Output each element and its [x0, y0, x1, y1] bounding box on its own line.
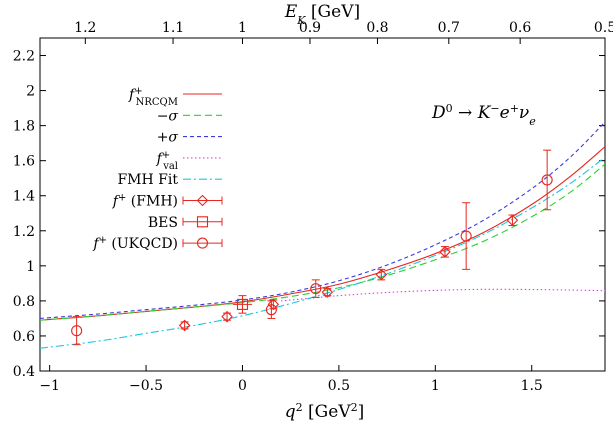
legend-sample-marker — [196, 194, 209, 207]
legend-label: +σ — [157, 130, 179, 146]
x-tick-label: −0.5 — [129, 378, 163, 394]
y-tick-label: 2.2 — [13, 49, 35, 65]
top-x-axis: 1.2 1.1 1 0.9 0.8 0.7 0.6 0.5 — [74, 20, 613, 44]
legend-label: f+ (UKQCD) — [92, 235, 178, 253]
data-point-diamond — [506, 214, 519, 227]
data-point-diamond — [221, 310, 233, 323]
data-point-circle — [310, 283, 322, 295]
data-point-diamond — [375, 268, 388, 281]
series-line-1 — [40, 163, 605, 321]
legend-label: FMH Fit — [117, 172, 178, 188]
plot-frame — [39, 37, 606, 372]
top-tick-label: 1.2 — [74, 20, 96, 36]
x-tick-label: −1 — [39, 378, 60, 394]
y-tick-label: 2 — [26, 84, 35, 100]
legend-label: f+ val — [156, 149, 178, 171]
x-tick-label: 1.5 — [521, 378, 543, 394]
y-tick-label: 1.4 — [13, 189, 35, 205]
y-tick-label: 0.4 — [13, 364, 35, 380]
top-tick-label: 0.5 — [594, 20, 613, 36]
top-axis-title: EK [GeV] — [284, 2, 360, 27]
y-tick-label: 1.8 — [13, 119, 35, 135]
top-tick-label: 1.1 — [162, 20, 184, 36]
legend-label: −σ — [157, 108, 179, 124]
top-tick-label: 0.6 — [509, 20, 531, 36]
x-tick-label: 0 — [238, 378, 247, 394]
top-tick-label: 1 — [238, 20, 247, 36]
data-point-diamond — [321, 286, 334, 298]
annotation-text: D0 → K−e+νe — [431, 102, 536, 128]
data-point-diamond — [267, 298, 280, 311]
data-point-square — [236, 298, 249, 310]
legend-sample-marker — [196, 237, 209, 249]
legend-label: f+ (FMH) — [112, 192, 178, 210]
x-axis: −1 −0.5 0 0.5 1 1.5 — [39, 365, 543, 394]
y-axis: 0.4 0.6 0.8 1 1.2 1.4 1.6 1.8 2 2.2 — [13, 49, 605, 380]
x-tick-label: 0.5 — [328, 378, 350, 394]
y-tick-label: 0.6 — [13, 329, 35, 345]
y-tick-label: 1.2 — [13, 224, 35, 240]
top-tick-label: 0.8 — [366, 20, 388, 36]
data-point-diamond — [439, 246, 451, 258]
top-tick-label: 0.7 — [438, 20, 460, 36]
data-point-circle — [265, 304, 277, 316]
legend-sample-marker — [196, 216, 209, 228]
legend-label: BES — [148, 215, 178, 231]
axis-titles: q2 [GeV2] EK [GeV] — [284, 2, 364, 422]
data-points-layer — [71, 149, 553, 346]
data-point-diamond — [178, 319, 191, 332]
x-axis-title: q2 [GeV2] — [285, 401, 365, 423]
x-tick-label: 1 — [431, 378, 440, 394]
plot-border — [39, 37, 606, 372]
y-tick-label: 1 — [26, 259, 35, 275]
top-tick-label: 0.9 — [299, 20, 321, 36]
series-line-0 — [40, 146, 605, 321]
series-line-4 — [40, 156, 605, 349]
data-point-circle — [541, 174, 553, 186]
y-tick-label: 0.8 — [13, 294, 35, 310]
process-annotation: D0 → K−e+νe — [431, 102, 536, 128]
y-tick-label: 1.6 — [13, 154, 35, 170]
data-point-circle — [460, 230, 472, 242]
data-point-circle — [71, 325, 83, 337]
series-line-2 — [40, 121, 605, 319]
legend-label: f+ NRCQM — [128, 86, 178, 108]
